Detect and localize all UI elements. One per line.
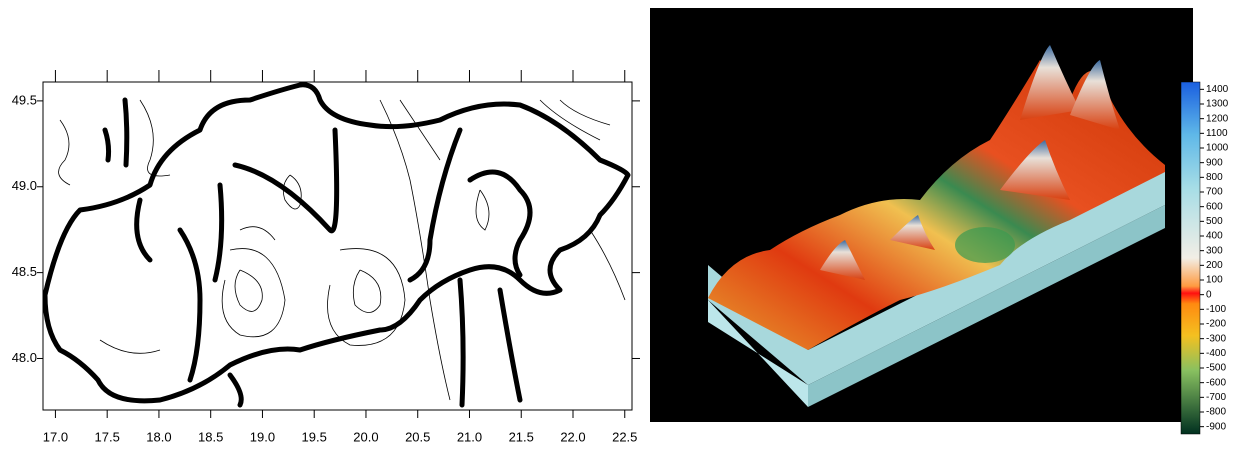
x-tick-label: 19.0: [250, 429, 275, 444]
colorbar-tick-label: -100: [1206, 304, 1226, 315]
colorbar-tick-label: -200: [1206, 319, 1226, 330]
terrain-valley: [955, 227, 1015, 263]
colorbar-tick-label: -400: [1206, 348, 1226, 359]
colorbar-tick-label: 700: [1206, 187, 1223, 198]
y-tick-label: 48.0: [12, 350, 37, 365]
x-tick-label: 22.5: [612, 429, 637, 444]
colorbar-tick-label: 800: [1206, 172, 1223, 183]
x-tick-label: 21.5: [509, 429, 534, 444]
x-tick-label: 18.0: [146, 429, 171, 444]
x-tick-label: 21.0: [457, 429, 482, 444]
x-tick-label: 19.5: [302, 429, 327, 444]
terrain-view: 1400130012001100100090080070060050040030…: [650, 8, 1229, 434]
colorbar-tick-label: -900: [1206, 421, 1226, 432]
x-tick-label: 20.0: [353, 429, 378, 444]
contour-map: 17.0 17.5 18.0 18.5 19.0 19.5 20.0 20.5 21.0 21.5…: [12, 70, 640, 444]
colorbar-tick-label: 300: [1206, 245, 1223, 256]
colorbar-tick-label: 1200: [1206, 113, 1229, 124]
figure: 17.0 17.5 18.0 18.5 19.0 19.5 20.0 20.5 21.0 21.5…: [0, 0, 1242, 450]
colorbar-tick-label: 0: [1206, 289, 1212, 300]
y-tick-label: 49.0: [12, 178, 37, 193]
colorbar-tick-label: 1400: [1206, 84, 1229, 95]
x-tick-label: 18.5: [198, 429, 223, 444]
colorbar-tick-label: 1000: [1206, 143, 1229, 154]
y-tick-label: 49.5: [12, 92, 37, 107]
colorbar-scale: [1181, 82, 1200, 434]
colorbar-tick-label: 1100: [1206, 128, 1228, 139]
x-tick-label: 17.0: [43, 429, 68, 444]
colorbar-tick-label: -700: [1206, 392, 1226, 403]
x-tick-label: 20.5: [405, 429, 430, 444]
x-tick-label: 17.5: [95, 429, 120, 444]
colorbar-tick-label: 1300: [1206, 99, 1229, 110]
colorbar-tick-label: 900: [1206, 157, 1223, 168]
colorbar-tick-label: 400: [1206, 231, 1223, 242]
colorbar-tick-label: -600: [1206, 377, 1226, 388]
colorbar-tick-label: 600: [1206, 201, 1223, 212]
colorbar-tick-label: -800: [1206, 407, 1226, 418]
x-tick-label: 22.0: [560, 429, 585, 444]
colorbar-tick-label: -500: [1206, 363, 1226, 374]
colorbar-tick-label: -300: [1206, 333, 1226, 344]
y-tick-label: 48.5: [12, 264, 37, 279]
colorbar-tick-label: 500: [1206, 216, 1223, 227]
colorbar-tick-label: 100: [1206, 275, 1223, 286]
colorbar-tick-label: 200: [1206, 260, 1223, 271]
colorbar: 1400130012001100100090080070060050040030…: [1181, 82, 1229, 434]
